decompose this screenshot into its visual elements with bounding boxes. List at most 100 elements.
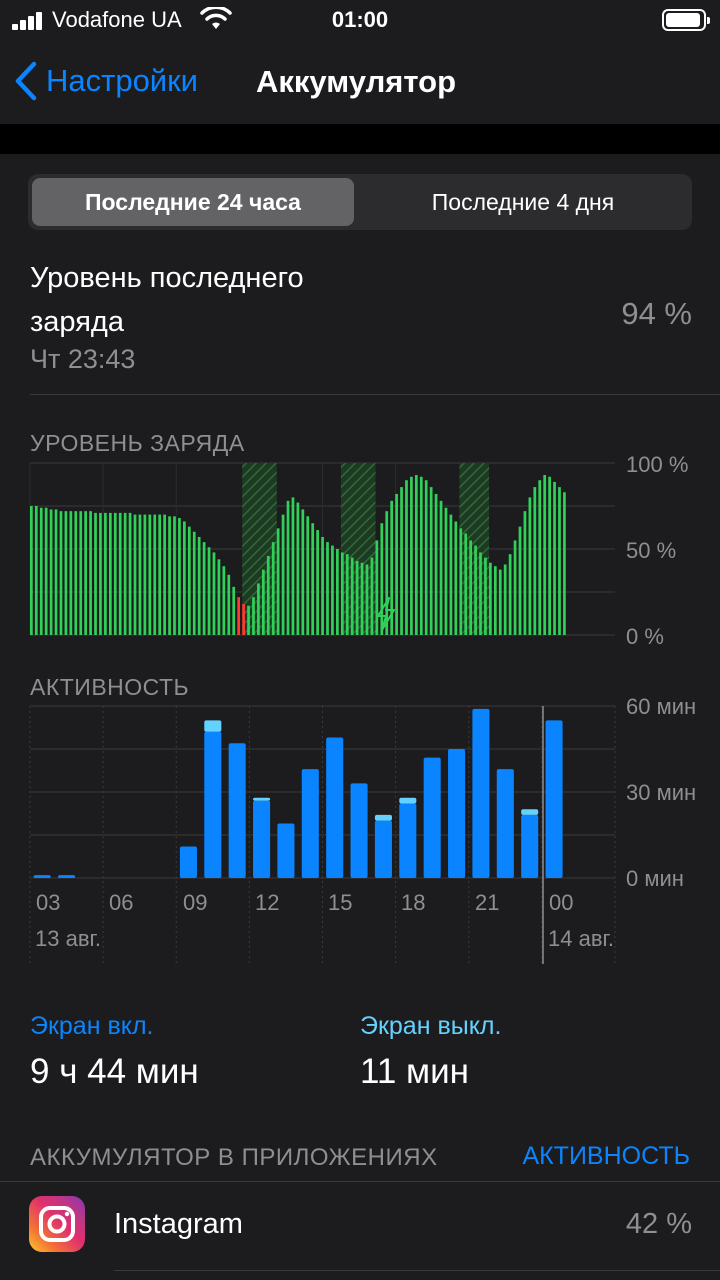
battery-level-bar bbox=[296, 502, 300, 635]
battery-level-bar bbox=[360, 562, 364, 635]
battery-y-label-100: 100 % bbox=[626, 452, 689, 477]
battery-level-bar bbox=[301, 509, 305, 635]
battery-status-icon bbox=[662, 9, 710, 31]
battery-level-bar bbox=[74, 511, 78, 635]
battery-level-bar bbox=[419, 476, 423, 635]
screen-on-bar bbox=[399, 803, 417, 878]
battery-level-bar bbox=[163, 514, 166, 635]
battery-level-bar bbox=[375, 540, 379, 635]
segment-last-24-hours[interactable]: Последние 24 часа bbox=[32, 178, 354, 226]
screen-off-label: Экран выкл. bbox=[360, 1012, 502, 1040]
battery-level-bar bbox=[316, 530, 319, 635]
battery-level-bar bbox=[252, 597, 255, 635]
battery-level-bar bbox=[192, 531, 196, 635]
battery-level-bar bbox=[345, 554, 349, 635]
segment-last-4-days[interactable]: Последние 4 дня bbox=[431, 188, 615, 215]
battery-level-bar bbox=[553, 481, 556, 635]
divider bbox=[0, 1181, 720, 1182]
status-bar: Vodafone UA 01:00 bbox=[0, 0, 720, 40]
navigation-bar: Настройки Аккумулятор bbox=[0, 40, 720, 124]
activity-x-label: 06 bbox=[109, 890, 134, 915]
battery-level-bar bbox=[34, 506, 38, 635]
screen-on-bar bbox=[179, 846, 197, 878]
screen-on-bar bbox=[472, 708, 490, 878]
battery-level-bar bbox=[380, 523, 384, 635]
battery-level-bar bbox=[518, 526, 522, 635]
activity-x-label: 18 bbox=[401, 890, 426, 915]
battery-level-bar bbox=[498, 569, 502, 635]
battery-level-bar bbox=[232, 586, 236, 635]
back-button[interactable]: Настройки bbox=[14, 58, 198, 104]
battery-level-bar bbox=[508, 554, 512, 635]
battery-level-bar bbox=[390, 500, 394, 635]
battery-level-bar bbox=[489, 562, 492, 635]
battery-level-bar bbox=[326, 542, 329, 635]
battery-level-bar bbox=[523, 511, 527, 635]
activity-x-label: 03 bbox=[36, 890, 61, 915]
battery-level-bar bbox=[439, 500, 443, 635]
battery-level-bar bbox=[69, 511, 73, 635]
battery-level-bar bbox=[528, 497, 532, 635]
battery-level-bar bbox=[331, 545, 334, 635]
battery-level-bar bbox=[30, 506, 33, 635]
activity-date-label: 14 авг. bbox=[548, 926, 614, 951]
screen-on-bar bbox=[423, 757, 441, 878]
screen-off-bar bbox=[521, 809, 539, 815]
battery-level-bar bbox=[202, 542, 206, 635]
battery-level-bar bbox=[168, 516, 171, 635]
instagram-app-icon bbox=[29, 1196, 85, 1252]
screen-off-value: 11 мин bbox=[360, 1052, 469, 1091]
battery-level-bar bbox=[183, 521, 186, 635]
battery-level-bar bbox=[271, 542, 275, 635]
battery-level-bar bbox=[306, 516, 310, 635]
battery-level-bar bbox=[400, 487, 403, 635]
screen-on-bar bbox=[448, 749, 466, 878]
battery-level-bar bbox=[54, 509, 58, 635]
screen-on-bar bbox=[253, 800, 271, 878]
divider bbox=[30, 394, 720, 395]
app-name: Instagram bbox=[114, 1208, 243, 1240]
screen-on-bar bbox=[58, 875, 76, 878]
divider bbox=[114, 1270, 720, 1271]
page-title: Аккумулятор bbox=[256, 64, 457, 99]
battery-level-bar bbox=[237, 597, 241, 635]
screen-on-bar bbox=[33, 875, 51, 878]
battery-level-bar bbox=[405, 480, 408, 635]
battery-level-bar bbox=[84, 511, 88, 635]
battery-y-label-0: 0 % bbox=[626, 624, 664, 649]
activity-x-label: 15 bbox=[328, 890, 353, 915]
wifi-icon bbox=[200, 7, 232, 29]
screen-on-value: 9 ч 44 мин bbox=[30, 1052, 199, 1091]
battery-level-bar bbox=[395, 493, 398, 635]
header-separator bbox=[0, 124, 720, 154]
app-row-instagram[interactable]: Instagram 42 % bbox=[0, 1184, 720, 1272]
battery-level-bar bbox=[59, 511, 63, 635]
battery-level-bar bbox=[94, 512, 97, 635]
screen-on-bar bbox=[350, 783, 368, 878]
battery-level-bar bbox=[108, 512, 112, 635]
battery-level-bar bbox=[548, 476, 551, 635]
battery-level-bar bbox=[158, 514, 162, 635]
screen-on-bar bbox=[301, 769, 319, 878]
screen-on-bar bbox=[521, 814, 539, 878]
charging-bolt-icon bbox=[377, 597, 395, 631]
battery-level-bar bbox=[79, 511, 83, 635]
battery-level-bar bbox=[99, 512, 102, 635]
battery-level-bar bbox=[123, 512, 127, 635]
battery-level-bar bbox=[266, 555, 270, 635]
activity-date-label: 13 авг. bbox=[35, 926, 101, 951]
screen-on-bar bbox=[545, 720, 563, 878]
screen-off-bar bbox=[399, 797, 417, 804]
battery-level-bar bbox=[89, 511, 92, 635]
activity-chart-title: АКТИВНОСТЬ bbox=[30, 674, 190, 700]
screen-off-bar bbox=[253, 797, 271, 801]
battery-level-bar bbox=[49, 509, 53, 635]
show-activity-button[interactable]: АКТИВНОСТЬ bbox=[522, 1142, 690, 1170]
battery-level-bar bbox=[533, 487, 537, 635]
battery-level-bar bbox=[311, 523, 315, 635]
battery-level-bar bbox=[543, 475, 547, 635]
battery-level-bar bbox=[143, 514, 147, 635]
battery-level-bar bbox=[178, 518, 181, 635]
status-time: 01:00 bbox=[331, 7, 389, 32]
battery-level-bar bbox=[459, 528, 463, 635]
